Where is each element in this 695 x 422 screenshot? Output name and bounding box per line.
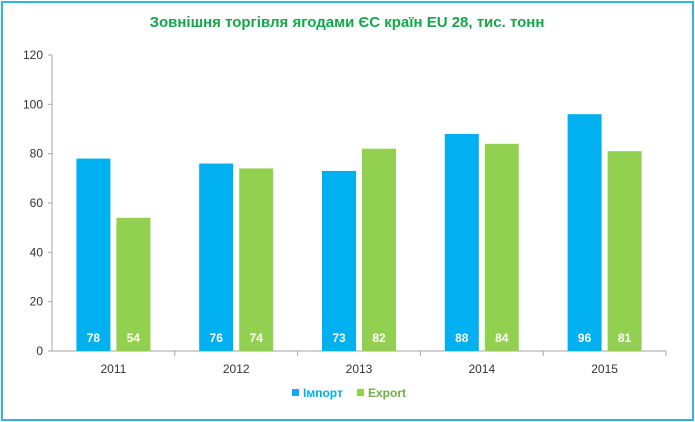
axes: 0 20 40 60 80 100 120 2011 2012 2013 2014 2015 bbox=[23, 48, 667, 376]
data-label: 81 bbox=[618, 331, 632, 345]
data-label: 88 bbox=[455, 331, 469, 345]
x-tick-label: 2012 bbox=[223, 362, 250, 376]
bar-export-2014 bbox=[484, 143, 519, 351]
x-tick-label: 2013 bbox=[346, 362, 373, 376]
y-tick-label: 80 bbox=[30, 147, 44, 161]
x-tick-label: 2011 bbox=[100, 362, 126, 376]
data-labels: 78 54 76 74 73 82 88 84 96 81 bbox=[87, 331, 632, 345]
bars bbox=[76, 114, 642, 351]
y-tick-label: 120 bbox=[23, 48, 43, 62]
bar-import-2013 bbox=[322, 170, 356, 351]
legend-label-export: Export bbox=[368, 386, 406, 400]
y-tick-label: 20 bbox=[30, 295, 44, 309]
data-label: 96 bbox=[578, 331, 592, 345]
bar-export-2012 bbox=[239, 168, 274, 351]
x-tick-label: 2015 bbox=[591, 362, 618, 376]
legend-swatch-export bbox=[357, 389, 364, 396]
data-label: 54 bbox=[127, 331, 141, 345]
y-tick-label: 100 bbox=[23, 97, 43, 111]
bar-export-2015 bbox=[607, 151, 642, 351]
bar-export-2013 bbox=[362, 148, 396, 351]
legend-swatch-import bbox=[292, 389, 299, 396]
data-label: 74 bbox=[250, 331, 264, 345]
y-tick-label: 60 bbox=[30, 196, 44, 210]
bar-import-2011 bbox=[76, 158, 111, 351]
bar-import-2012 bbox=[199, 163, 234, 351]
legend-label-import: Імпорт bbox=[303, 386, 343, 400]
y-tick-label: 0 bbox=[36, 344, 43, 358]
x-tick-label: 2014 bbox=[468, 362, 495, 376]
data-label: 82 bbox=[372, 331, 386, 345]
bar-import-2014 bbox=[444, 133, 479, 351]
data-label: 84 bbox=[495, 331, 509, 345]
y-tick-label: 40 bbox=[30, 245, 44, 259]
bar-export-2011 bbox=[116, 217, 151, 351]
data-label: 73 bbox=[332, 331, 346, 345]
data-label: 76 bbox=[210, 331, 224, 345]
data-label: 78 bbox=[87, 331, 101, 345]
bar-import-2015 bbox=[567, 114, 602, 351]
legend: Імпорт Export bbox=[292, 386, 406, 400]
chart-title: Зовнішня торгівля ягодами ЄС країн EU 28… bbox=[150, 14, 545, 31]
